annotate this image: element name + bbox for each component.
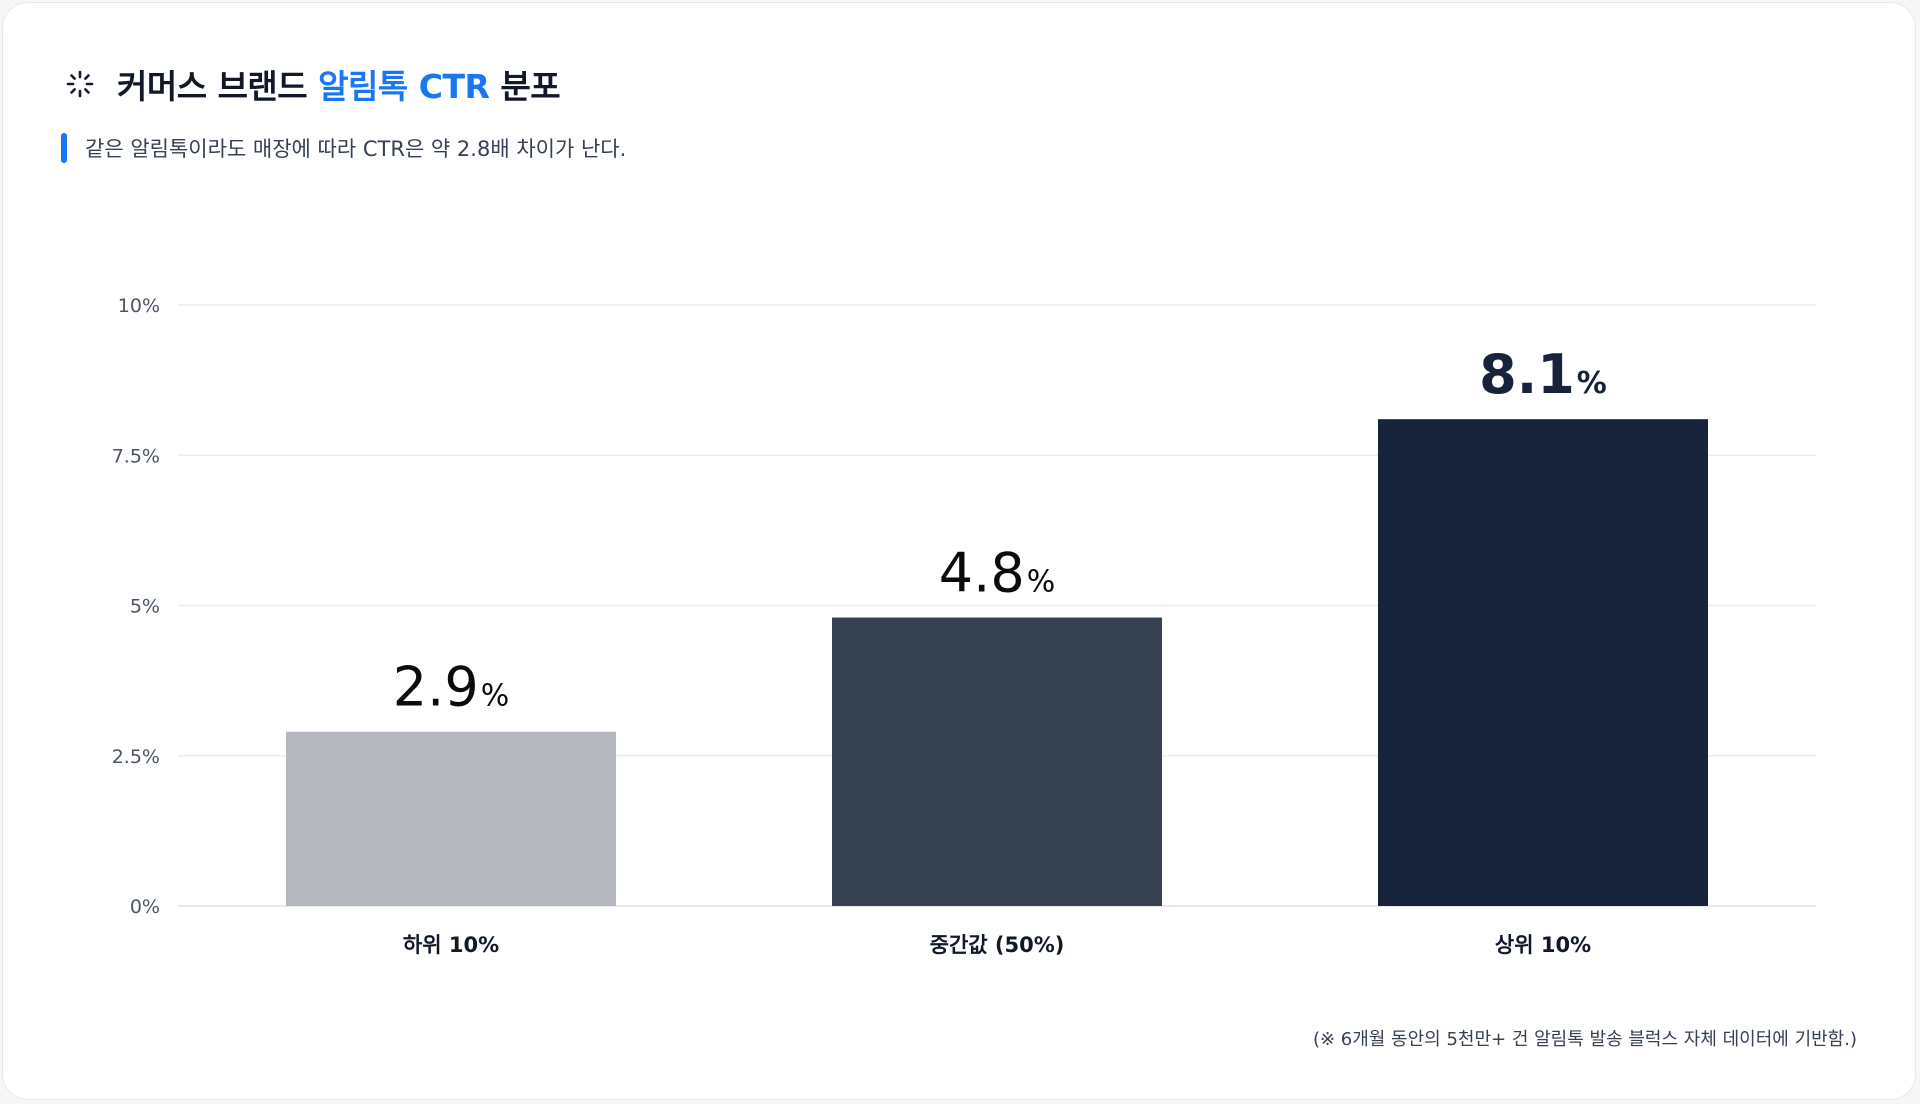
bar (1378, 419, 1708, 906)
y-tick-label: 7.5% (112, 445, 160, 467)
subtitle: 같은 알림톡이라도 매장에 따라 CTR은 약 2.8배 차이가 난다. (85, 137, 627, 161)
bar (286, 731, 616, 906)
subtitle-accent-bar (61, 133, 67, 163)
page-title: 커머스 브랜드 알림톡 CTR 분포 (117, 60, 561, 108)
data-label: 2.9% (393, 656, 509, 719)
y-tick-label: 5% (130, 596, 160, 618)
title-suffix: 분포 (500, 67, 561, 106)
title-row: 커머스 브랜드 알림톡 CTR 분포 (65, 60, 561, 108)
y-tick-label: 2.5% (112, 746, 160, 768)
title-highlight: 알림톡 CTR (318, 67, 490, 106)
x-tick-label: 중간값 (50%) (930, 933, 1065, 957)
data-label: 4.8% (939, 542, 1055, 605)
x-tick-label: 하위 10% (403, 933, 499, 957)
y-tick-label: 10% (118, 295, 160, 317)
bar (832, 617, 1162, 906)
loading-spinner-icon (66, 70, 94, 98)
y-tick-label: 0% (130, 896, 160, 918)
data-label: 8.1% (1479, 343, 1607, 406)
footnote: (※ 6개월 동안의 5천만+ 건 알림톡 발송 블럭스 자체 데이터에 기반함… (1312, 1029, 1857, 1050)
title-prefix: 커머스 브랜드 (117, 67, 308, 106)
subtitle-row: 같은 알림톡이라도 매장에 따라 CTR은 약 2.8배 차이가 난다. (61, 133, 626, 163)
x-tick-label: 상위 10% (1495, 933, 1591, 957)
